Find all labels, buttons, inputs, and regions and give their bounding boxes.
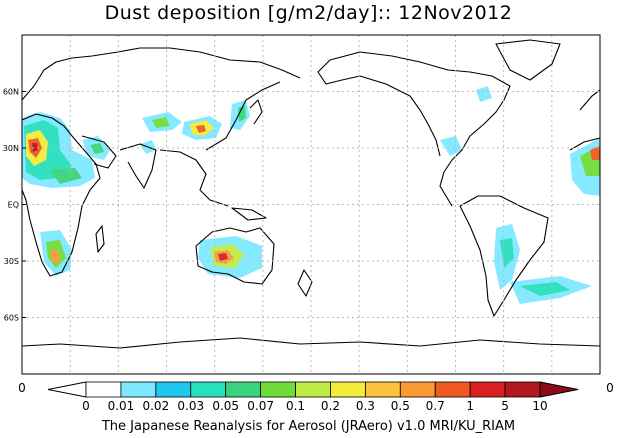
coast-india bbox=[119, 143, 157, 189]
coast-africa bbox=[21, 113, 101, 277]
dust-north-america bbox=[440, 136, 462, 156]
coast-east-asia bbox=[205, 81, 281, 151]
colorbar-swatch bbox=[364, 381, 401, 398]
coast-africa-wrap bbox=[569, 137, 601, 151]
colorbar-swatches bbox=[47, 381, 579, 398]
colorbar-swatch bbox=[399, 381, 436, 398]
coast-arabia bbox=[81, 135, 117, 169]
colorbar-tick-label: 0.1 bbox=[286, 399, 305, 413]
coast-se-asia bbox=[159, 149, 229, 207]
colorbar-swatch bbox=[120, 381, 157, 398]
map-title: Dust deposition [g/m2/day]:: 12Nov2012 bbox=[104, 2, 513, 24]
coast-japan bbox=[249, 99, 263, 125]
latitude-label: 60S bbox=[4, 314, 19, 323]
colorbar-tick-label: 0.7 bbox=[426, 399, 445, 413]
dust-central-asia-mid bbox=[152, 117, 170, 128]
coast-madagascar bbox=[95, 225, 105, 253]
coast-antarctica bbox=[21, 337, 601, 349]
colorbar-tick-label: 0.07 bbox=[247, 399, 274, 413]
colorbar-tick-labels: 0 0.01 0.02 0.03 0.05 0.07 0.1 0.2 0.3 0.5 0.7 1 5 10 bbox=[82, 399, 547, 413]
colorbar: 0 0 0 0.01 0.02 0.03 0.05 0.07 0.1 0.2 0.3 0.5 0.7… bbox=[18, 381, 614, 413]
coast-australia bbox=[195, 227, 275, 285]
coastlines bbox=[21, 39, 601, 349]
graticule bbox=[22, 35, 600, 374]
colorbar-right-label: 0 bbox=[606, 381, 614, 395]
colorbar-tick-label: 0.2 bbox=[321, 399, 340, 413]
colorbar-swatch bbox=[295, 381, 331, 398]
coast-europe bbox=[21, 47, 301, 101]
colorbar-tick-label: 0.3 bbox=[356, 399, 375, 413]
dust-deposition-field bbox=[22, 86, 600, 304]
colorbar-tick-label: 0.5 bbox=[391, 399, 410, 413]
coast-south-america bbox=[459, 195, 549, 317]
coast-new-zealand bbox=[297, 269, 313, 297]
map-panel: 60N 30N EQ 30S 60S bbox=[3, 34, 601, 375]
coast-alaska bbox=[317, 59, 441, 157]
colorbar-left-label: 0 bbox=[18, 381, 26, 395]
coast-greenland bbox=[495, 39, 561, 81]
dust-south-atlantic-mid bbox=[520, 282, 570, 296]
latitude-label: EQ bbox=[8, 201, 19, 210]
dust-australia-core bbox=[218, 253, 228, 261]
colorbar-swatch bbox=[85, 381, 122, 398]
latitude-label: 30N bbox=[3, 144, 19, 153]
colorbar-swatch bbox=[225, 381, 262, 398]
colorbar-under-triangle bbox=[47, 381, 87, 398]
colorbar-tick-label: 1 bbox=[466, 399, 474, 413]
colorbar-tick-label: 0 bbox=[82, 399, 90, 413]
colorbar-swatch bbox=[504, 381, 541, 398]
footer-credit: The Japanese Reanalysis for Aerosol (JRA… bbox=[101, 419, 516, 434]
colorbar-swatch bbox=[155, 381, 192, 398]
colorbar-swatch bbox=[260, 381, 296, 398]
dust-sahara-wrap-high bbox=[590, 146, 600, 160]
dust-sahara-core bbox=[32, 143, 38, 152]
colorbar-swatch bbox=[330, 381, 366, 398]
colorbar-tick-label: 0.02 bbox=[142, 399, 169, 413]
dust-east-asia-mid bbox=[238, 106, 246, 122]
colorbar-tick-label: 5 bbox=[501, 399, 509, 413]
colorbar-tick-label: 0.03 bbox=[177, 399, 204, 413]
colorbar-tick-label: 0.05 bbox=[212, 399, 239, 413]
latitude-label: 30S bbox=[4, 257, 19, 266]
dust-westafrica bbox=[50, 168, 82, 184]
colorbar-swatch bbox=[434, 381, 471, 398]
dust-great-lakes bbox=[476, 86, 492, 102]
latitude-label: 60N bbox=[3, 88, 19, 97]
coast-new-guinea bbox=[231, 207, 267, 221]
coast-north-america bbox=[329, 51, 511, 207]
colorbar-swatch bbox=[469, 381, 506, 398]
colorbar-swatch bbox=[190, 381, 227, 398]
colorbar-tick-label: 10 bbox=[532, 399, 547, 413]
colorbar-over-triangle bbox=[539, 381, 579, 398]
dust-gobi-high bbox=[196, 125, 206, 133]
colorbar-tick-label: 0.01 bbox=[108, 399, 135, 413]
latitude-tick-labels: 60N 30N EQ 30S 60S bbox=[3, 88, 26, 323]
